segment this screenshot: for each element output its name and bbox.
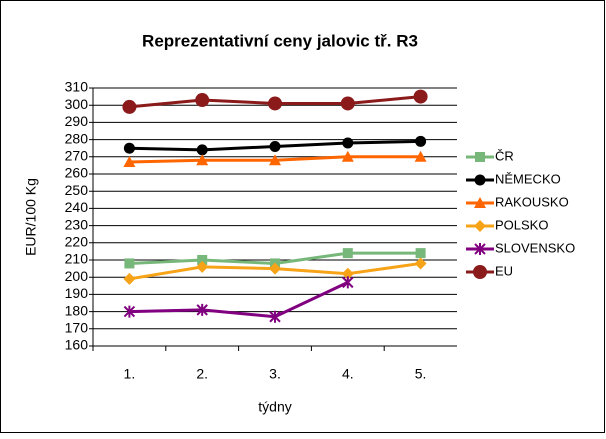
y-tick-label: 280 xyxy=(65,130,89,146)
y-tick-label: 270 xyxy=(65,148,89,164)
marker xyxy=(414,257,427,270)
marker xyxy=(269,154,281,166)
marker xyxy=(415,248,426,259)
y-tick-label: 250 xyxy=(65,182,89,198)
marker xyxy=(413,89,428,104)
legend-label: RAKOUSKO xyxy=(495,194,569,209)
marker xyxy=(474,220,486,232)
marker xyxy=(414,150,427,162)
marker xyxy=(196,154,209,166)
y-tick-label: 170 xyxy=(65,320,89,336)
marker xyxy=(123,305,136,318)
marker xyxy=(475,152,485,162)
marker xyxy=(123,272,136,285)
y-tick-label: 180 xyxy=(65,302,89,318)
marker xyxy=(474,174,486,186)
marker xyxy=(124,258,135,269)
marker xyxy=(341,267,354,280)
x-tick-label: 2. xyxy=(196,366,208,382)
series-line xyxy=(129,281,349,319)
marker xyxy=(195,93,210,108)
marker xyxy=(269,262,281,275)
marker xyxy=(415,135,427,147)
marker xyxy=(342,248,353,259)
marker xyxy=(196,260,209,273)
y-tick-label: 190 xyxy=(65,285,89,301)
y-tick-label: 220 xyxy=(65,234,89,250)
marker xyxy=(474,243,486,255)
marker xyxy=(342,276,354,289)
x-tick-label: 5. xyxy=(415,366,427,382)
marker xyxy=(197,255,208,265)
marker xyxy=(268,96,282,111)
y-tick-label: 230 xyxy=(65,216,89,232)
legend-label: POLSKO xyxy=(495,217,548,232)
y-tick-label: 160 xyxy=(65,337,89,353)
y-tick-label: 200 xyxy=(65,268,89,284)
marker xyxy=(123,142,135,154)
marker xyxy=(474,197,486,208)
marker xyxy=(196,303,208,316)
legend-label: EU xyxy=(495,263,513,278)
marker xyxy=(123,155,136,167)
y-axis-label: EUR/100 Kg xyxy=(23,178,39,256)
legend-label: ČR xyxy=(495,148,514,163)
y-tick-label: 210 xyxy=(65,251,89,267)
y-tick-label: 260 xyxy=(65,165,89,181)
marker xyxy=(269,140,281,152)
marker xyxy=(269,310,281,323)
legend-label: NĚMECKO xyxy=(495,171,561,186)
y-tick-label: 300 xyxy=(65,96,89,112)
marker xyxy=(342,137,354,149)
y-tick-label: 240 xyxy=(65,199,89,215)
y-tick-label: 310 xyxy=(65,79,89,95)
marker xyxy=(122,99,137,114)
legend-label: SLOVENSKO xyxy=(495,240,575,255)
marker xyxy=(473,265,487,279)
marker xyxy=(196,144,208,156)
marker xyxy=(341,150,354,162)
marker xyxy=(340,96,355,111)
x-tick-label: 3. xyxy=(269,366,281,382)
x-tick-label: 4. xyxy=(342,366,354,382)
y-tick-label: 290 xyxy=(65,113,89,129)
chart-title: Reprezentativní ceny jalovic tř. R3 xyxy=(142,31,418,50)
x-axis-label: týdny xyxy=(258,399,291,415)
x-tick-label: 1. xyxy=(124,366,136,382)
